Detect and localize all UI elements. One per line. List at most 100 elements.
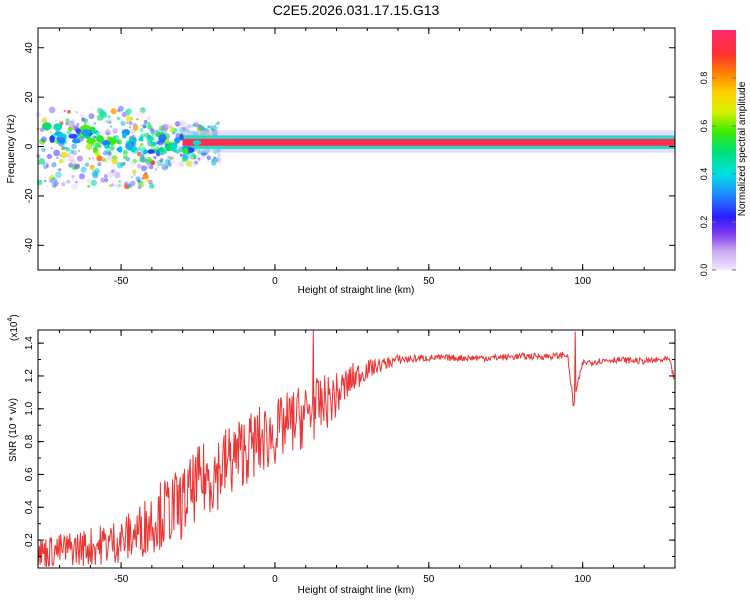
spectrogram-cell [110,108,117,115]
spectrogram-cell [132,125,139,132]
spectrogram-cell [126,121,129,125]
spectrogram-cell [85,143,93,151]
spectrogram-cell [187,124,192,129]
spectrogram-cell [56,156,59,160]
spectrogram-cell [137,185,142,190]
spectrogram-cell [112,147,115,150]
spectrogram-cell [195,124,200,129]
spectrogram-cell [198,124,202,128]
spectrogram-blob [122,133,127,139]
spectrogram-cell [171,156,174,160]
spectrogram-cell [164,159,171,165]
spectrogram-cell [178,161,185,167]
spectrogram-cell [76,180,82,186]
spectrogram-cell [118,180,121,183]
spectrogram-cell [132,159,137,164]
spectrogram-cell [197,157,201,161]
spectrogram-cell [145,157,153,164]
spectrogram-cell [104,119,109,124]
colorbar-tick-label: 0.2 [699,216,709,229]
spectrogram-cell [100,177,106,183]
spectrogram-cell [214,126,218,130]
snr-y-tick-label: 0.6 [24,467,35,481]
spectrogram-blob [71,138,81,144]
spectrogram-cell [69,159,77,166]
colorbar-tick-label: 0.8 [699,72,709,85]
spectrogram-cell [129,159,136,167]
spectrogram-cell [139,157,145,163]
spectrogram-band-core [182,138,675,146]
spectrogram-cell [186,160,193,167]
spectrogram-cell [125,116,132,122]
spectrogram-cell [40,136,48,143]
spectrogram-cell [76,155,83,162]
spectrogram-cell [112,128,118,134]
spectrogram-cell [140,183,145,187]
spectrogram-cell [154,156,157,159]
spectrogram-cell [61,146,66,151]
snr-y-axis-label: SNR (10 * v/v) [8,398,19,462]
spectrogram-cell [91,158,95,162]
spectrogram-cell [133,173,136,176]
spectrogram-cell [176,161,180,165]
spectrogram-cell [123,181,128,185]
spectrogram-cell [116,139,123,145]
spectrogram-cell [130,176,133,179]
spectrogram-y-tick-label: -20 [24,188,35,203]
spectrogram-cell [102,157,107,163]
spectrogram-cell [154,168,158,171]
spectrogram-cell [149,183,155,189]
spectrogram-cell [137,151,142,157]
spectrogram-cell [107,115,111,119]
spectrogram-cell [107,151,112,156]
spectrogram-blob [116,147,123,152]
spectrogram-blob [174,137,180,144]
spectrogram-cell [165,165,169,169]
spectrogram-blob [104,144,110,149]
spectrogram-cell [118,128,123,133]
spectrogram-blob [182,147,189,154]
spectrogram-blob [57,137,66,144]
spectrogram-cell [169,126,176,133]
spectrogram-cell [87,184,91,188]
spectrogram-cell [68,120,75,128]
spectrogram-cell [123,154,128,160]
snr-x-ticks: -50 0 50 100 [59,330,676,585]
spectrogram-cell [38,158,46,165]
spectrogram-cell [116,116,120,120]
spectrogram-cell [75,111,78,114]
spectrogram-cell [168,124,171,127]
spectrogram-blob [132,137,137,143]
spectrogram-cell [108,184,112,188]
spectrogram-cell [77,149,81,152]
spectrogram-cell [162,123,169,131]
spectrogram-cell [111,183,115,187]
spectrogram-blob [151,141,156,146]
spectrogram-cell [48,106,56,114]
snr-panel: -50 0 50 100 0.2 0.4 0.6 0.8 1.0 1.2 1.4 Height o… [7,314,676,596]
spectrogram-cell [52,183,57,188]
spectrogram-cell [202,157,206,161]
colorbar-tick-label: 0.6 [699,120,709,133]
spectrogram-blob [147,149,155,154]
spectrogram-cell [101,177,104,180]
spectrogram-cell [118,111,122,114]
spectrogram-cell [41,118,47,124]
spectrogram-y-axis-label: Frequency (Hz) [6,115,17,184]
spectrogram-x-tick-label: 50 [423,276,435,287]
spectrogram-cell [79,113,84,118]
spectrogram-cell [80,166,87,173]
spectrogram-cell [58,120,62,124]
spectrogram-cell [146,179,150,183]
spectrogram-cell [143,119,148,124]
chart-title: C2E5.2026.031.17.15.G13 [273,2,440,18]
spectrogram-cell [120,120,126,127]
spectrogram-y-tick-label: -40 [24,238,35,253]
spectrogram-cell [65,118,70,123]
spectrogram-cell [175,121,181,127]
spectrogram-cell [128,126,132,129]
spectrogram-blob [143,149,148,155]
spectrogram-cell [139,109,146,116]
spectrogram-cell [175,149,181,155]
